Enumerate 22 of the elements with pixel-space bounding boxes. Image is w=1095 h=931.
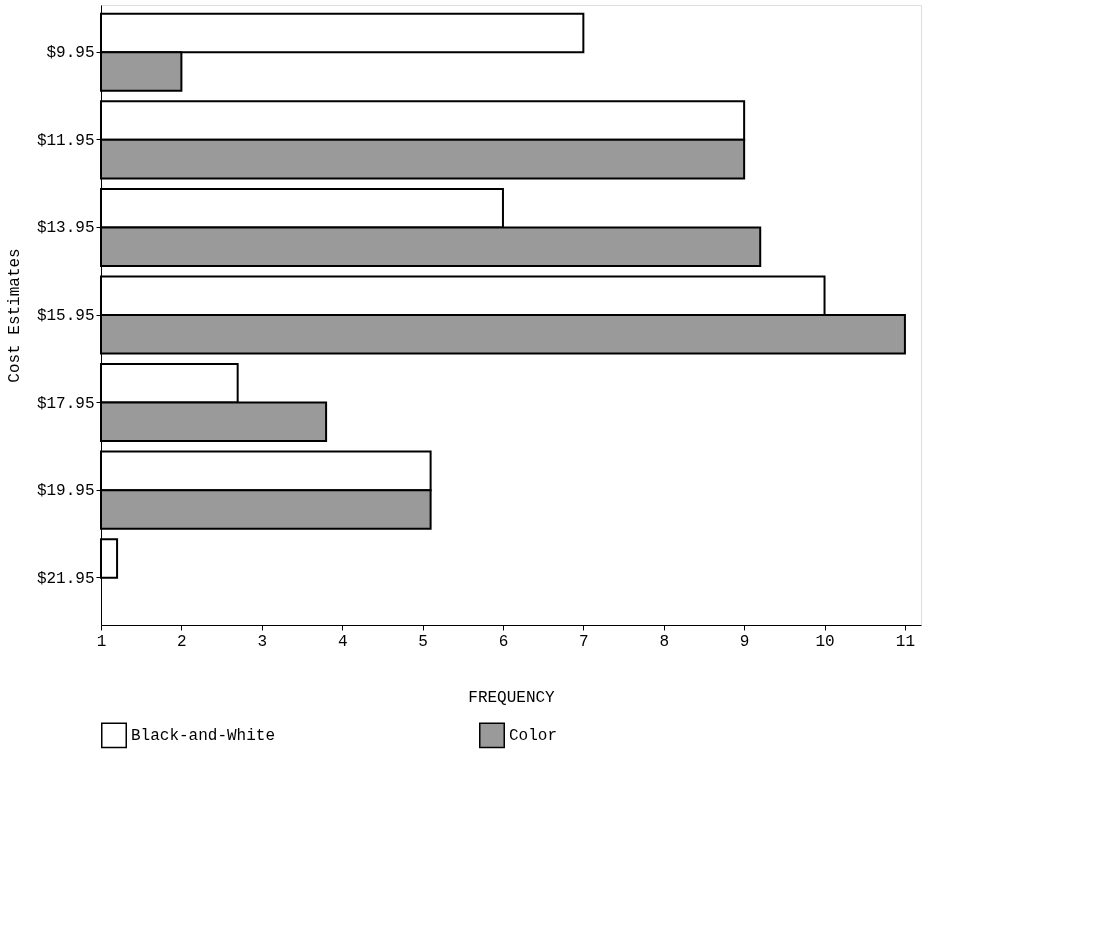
x-tick-label: 3 — [257, 632, 268, 651]
y-axis-title: Cost Estimates — [5, 248, 24, 383]
y-tick-label: $13.95 — [36, 219, 95, 238]
y-tick-label: $9.95 — [46, 44, 95, 63]
x-tick-label: 4 — [337, 632, 348, 651]
x-axis-title: FREQUENCY — [468, 688, 556, 707]
legend-label: Color — [509, 727, 558, 746]
y-tick-label: $11.95 — [36, 131, 95, 150]
x-tick-label: 5 — [418, 632, 428, 651]
y-tick-label: $17.95 — [36, 394, 95, 413]
x-tick-label: 7 — [579, 632, 589, 651]
x-tick-label: 8 — [659, 632, 670, 651]
y-tick-label: $21.95 — [36, 569, 95, 588]
x-tick-label: 10 — [815, 632, 835, 651]
x-tick-label: 6 — [498, 632, 509, 651]
x-tick-label: 11 — [895, 632, 916, 651]
x-tick-label: 9 — [739, 632, 750, 651]
x-tick-label: 2 — [177, 632, 187, 651]
legend-label: Black-and-White — [131, 727, 276, 746]
y-tick-label: $15.95 — [36, 307, 95, 325]
y-tick-label: $19.95 — [36, 482, 95, 501]
x-tick-label: 1 — [96, 632, 107, 651]
